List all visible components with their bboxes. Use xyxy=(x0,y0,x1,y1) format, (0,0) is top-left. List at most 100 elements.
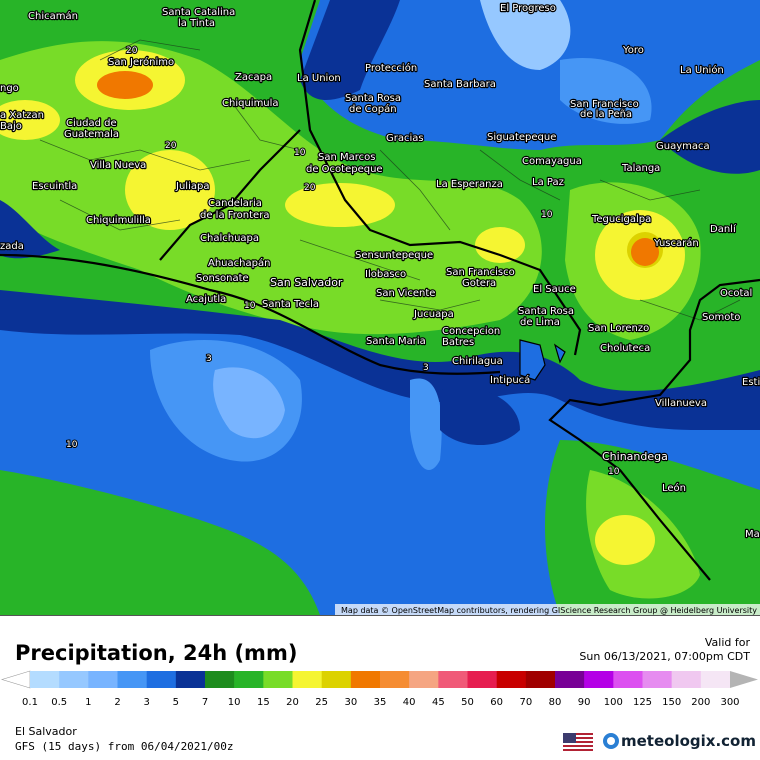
city-label: Chiquimula xyxy=(222,98,279,109)
scale-tick-label: 35 xyxy=(374,697,387,708)
valid-label: Valid for xyxy=(705,636,751,649)
contour-label: 20 xyxy=(126,46,138,56)
city-label: Villa Nueva xyxy=(90,160,146,171)
city-label: Sensuntepeque xyxy=(355,250,433,261)
city-label: Esti xyxy=(742,377,760,388)
color-scale: 0.1 0.5 1 2 3 5 7 10 15 20 25 30 35 40 45 50 60 70 80 90 100… xyxy=(0,670,758,708)
city-label: Ciudad de Guatemala xyxy=(64,118,119,140)
scale-box xyxy=(350,671,381,688)
city-label: Escuintla xyxy=(32,181,77,192)
city-label: León xyxy=(662,482,686,494)
scale-tick-label: 60 xyxy=(490,697,503,708)
scale-box xyxy=(175,671,206,688)
scale-tick-label: 80 xyxy=(549,697,562,708)
city-label: Chirilagua xyxy=(452,356,503,367)
scale-arrow-low xyxy=(0,670,31,689)
scale-tick-label: 3 xyxy=(143,697,149,708)
city-label: Santa Barbara xyxy=(424,79,496,90)
scale-tick-label: 5 xyxy=(173,697,179,708)
scale-box xyxy=(292,671,322,688)
scale-box xyxy=(613,671,643,688)
contour-label: 10 xyxy=(541,210,553,220)
city-label: El Sauce xyxy=(533,284,576,295)
scale-tick-label: 10 xyxy=(228,697,241,708)
city-label: La Unión xyxy=(680,64,724,76)
valid-time: Sun 06/13/2021, 07:00pm CDT xyxy=(579,650,750,663)
city-label: Tegucigalpa xyxy=(591,214,651,225)
city-label: Yoro xyxy=(622,45,644,56)
scale-box xyxy=(88,671,118,688)
scale-tick-label: 40 xyxy=(403,697,416,708)
city-label: Chalchuapa xyxy=(200,233,259,244)
attribution: Map data © OpenStreetMap contributors, r… xyxy=(341,606,757,615)
scale-box xyxy=(263,671,293,688)
city-label: Comayagua xyxy=(522,156,582,167)
city-label: San Jerónimo xyxy=(108,56,174,68)
city-label: Ilobasco xyxy=(365,269,406,280)
city-label: La Esperanza xyxy=(436,179,503,190)
scale-tick-label: 7 xyxy=(202,697,208,708)
scale-tick-label: 15 xyxy=(257,697,270,708)
city-label: Protección xyxy=(365,62,417,74)
city-label: San Salvador xyxy=(270,276,343,289)
city-label: Ma xyxy=(745,529,760,540)
scale-tick-label: 100 xyxy=(604,697,623,708)
contour-label: 10 xyxy=(294,148,306,158)
city-label: Concepcion Batres xyxy=(442,326,500,348)
scale-box xyxy=(467,671,497,688)
scale-tick-label: 30 xyxy=(344,697,357,708)
scale-box xyxy=(438,671,468,688)
scale-box xyxy=(59,671,89,688)
scale-tick-label: 20 xyxy=(286,697,299,708)
contour-label: 10 xyxy=(608,467,620,477)
scale-box xyxy=(584,671,614,688)
city-label: San Francisco Gotera xyxy=(446,267,515,289)
scale-box xyxy=(117,671,147,688)
city-label: Danlí xyxy=(710,223,737,235)
contour-label: 10 xyxy=(66,440,78,450)
scale-box xyxy=(380,671,410,688)
city-label: Gracias xyxy=(386,133,424,144)
scale-tick-label: 50 xyxy=(461,697,474,708)
flag-icon xyxy=(563,733,593,751)
brand-name[interactable]: meteologix.com xyxy=(621,732,756,750)
region-label: El Salvador xyxy=(15,725,77,738)
scale-box xyxy=(321,671,352,688)
city-label: Candelaria de la Frontera xyxy=(200,198,269,221)
city-label: Ahuachapán xyxy=(208,257,270,269)
city-label: Chiquimulilla xyxy=(86,215,151,226)
scale-arrow-high xyxy=(730,671,758,688)
contour-label: 10 xyxy=(244,301,256,311)
city-label: Santa Maria xyxy=(366,336,426,347)
city-label: El Progreso xyxy=(500,3,556,14)
scale-box xyxy=(146,671,177,688)
scale-tick-label: 150 xyxy=(662,697,681,708)
city-label: Chicamán xyxy=(28,10,78,22)
city-label: Zacapa xyxy=(235,72,272,83)
city-label: Santa Rosa de Lima xyxy=(518,306,574,328)
city-label: Santa Tecla xyxy=(262,299,319,310)
scale-box xyxy=(30,671,60,688)
city-label: San Lorenzo xyxy=(588,323,649,334)
city-label: Acajutla xyxy=(186,294,226,305)
city-label: Villanueva xyxy=(655,398,707,409)
city-label: Choluteca xyxy=(600,343,650,354)
scale-box xyxy=(409,671,439,688)
scale-tick-label: 300 xyxy=(720,697,739,708)
city-label: San Marcos de Ocotepeque xyxy=(306,152,383,175)
scale-box xyxy=(700,671,731,688)
city-label: zada xyxy=(0,241,24,252)
scale-box xyxy=(525,671,556,688)
city-label: Guaymaca xyxy=(656,141,710,152)
scale-tick-label: 45 xyxy=(432,697,445,708)
scale-box xyxy=(496,671,527,688)
city-label: La Paz xyxy=(532,177,564,188)
contour-label: 20 xyxy=(304,183,316,193)
scale-box xyxy=(671,671,702,688)
city-label: San Francisco de la Peña xyxy=(570,99,639,120)
city-label: Talanga xyxy=(621,163,660,174)
brand-icon-dot xyxy=(607,737,615,745)
scale-box xyxy=(555,671,585,688)
scale-tick-label: 1 xyxy=(85,697,91,708)
